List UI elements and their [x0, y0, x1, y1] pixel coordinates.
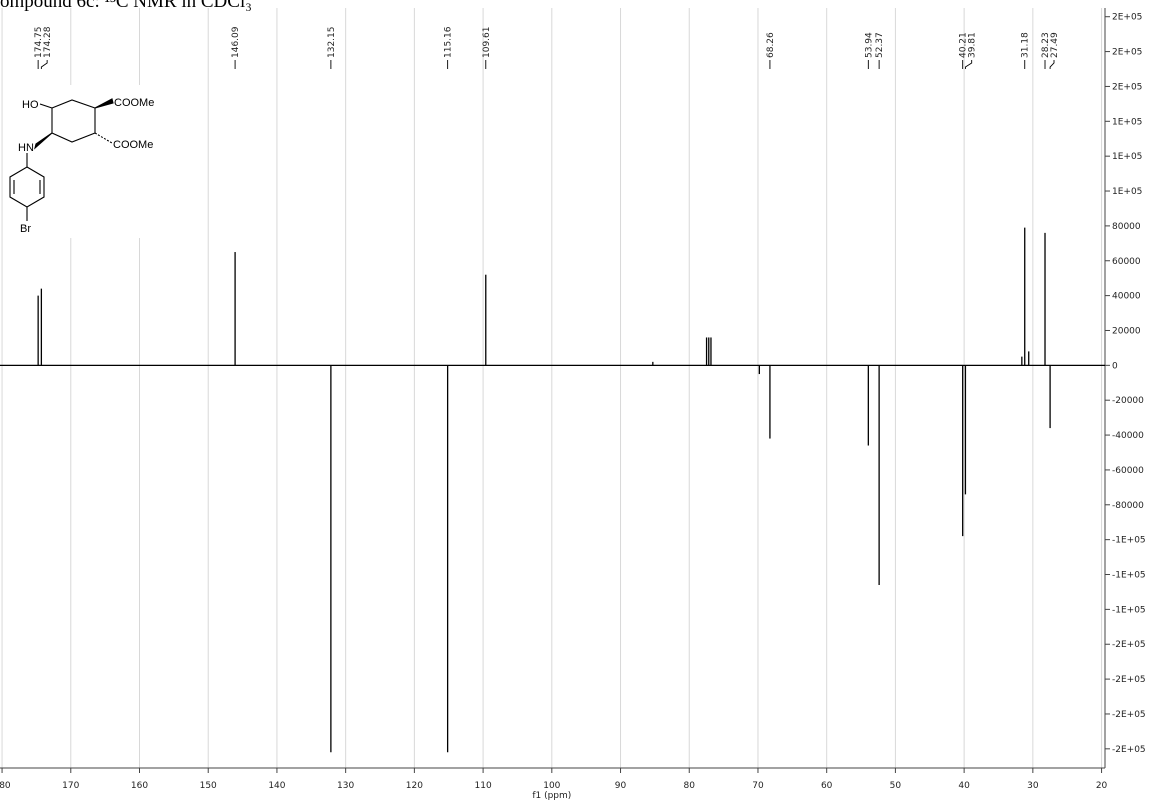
- x-tick-label: 60: [821, 781, 833, 791]
- x-tick-label: 20: [1096, 781, 1108, 791]
- y-tick-label: 80000: [1112, 222, 1141, 232]
- x-tick-label: 150: [200, 781, 217, 791]
- y-tick-label: 2E+05: [1112, 13, 1142, 23]
- peak-label: 174.75: [34, 27, 44, 59]
- y-tick-label: 1E+05: [1112, 117, 1142, 127]
- y-tick-label: 60000: [1112, 257, 1141, 267]
- peak-label: 68.26: [766, 32, 776, 58]
- x-tick-label: 80: [684, 781, 696, 791]
- peak-label: 109.61: [482, 27, 492, 58]
- peak-label-connector: [40, 60, 48, 69]
- y-tick-label: -1E+05: [1112, 571, 1146, 581]
- x-tick-label: 130: [337, 781, 354, 791]
- structure-label: COOMe: [114, 97, 154, 109]
- inset-background: [5, 85, 165, 238]
- structure-label: COOMe: [113, 139, 153, 151]
- structure-label: HN: [18, 142, 34, 154]
- x-tick-label: 70: [752, 781, 764, 791]
- peak-label: 174.28: [43, 26, 53, 58]
- peak-label: 132.15: [327, 27, 337, 59]
- y-tick-label: -40000: [1112, 431, 1144, 441]
- bond: [39, 103, 53, 109]
- y-tick-label: 40000: [1112, 292, 1141, 302]
- peak-label: 27.49: [1050, 32, 1060, 58]
- x-tick-label: 100: [543, 781, 560, 791]
- y-tick-label: 1E+05: [1112, 187, 1142, 197]
- x-tick-label: 140: [268, 781, 285, 791]
- structure-label: HO: [22, 99, 39, 111]
- y-tick-label: 2E+05: [1112, 82, 1142, 92]
- peak-label: 40.21: [959, 32, 969, 58]
- x-tick-label: 50: [890, 781, 902, 791]
- y-tick-label: 0: [1112, 361, 1118, 371]
- y-tick-label: -2E+05: [1112, 745, 1146, 755]
- x-tick-label: 120: [406, 781, 423, 791]
- y-tick-label: 2E+05: [1112, 48, 1142, 58]
- peak-label: 115.16: [444, 26, 454, 58]
- structure-label: Br: [20, 223, 31, 235]
- y-tick-label: -1E+05: [1112, 536, 1146, 546]
- peak-label: 28.23: [1041, 32, 1051, 58]
- wedge-bond: [94, 98, 114, 109]
- peak-label: 52.37: [875, 32, 885, 58]
- x-tick-label: 30: [1027, 781, 1039, 791]
- y-tick-label: -60000: [1112, 466, 1144, 476]
- y-tick-label: -20000: [1112, 396, 1144, 406]
- y-tick-label: 1E+05: [1112, 152, 1142, 162]
- y-tick-label: -2E+05: [1112, 710, 1146, 720]
- wedge-bond: [34, 132, 53, 150]
- y-tick-label: 20000: [1112, 326, 1141, 336]
- chart-title: ompound 6c: ¹³C NMR in CDCl₃: [0, 0, 252, 12]
- x-tick-label: 180: [0, 781, 11, 791]
- peak-label: 146.09: [231, 26, 241, 58]
- x-tick-label: 160: [131, 781, 148, 791]
- structure-bonds: [9, 98, 114, 221]
- x-tick-label: 170: [62, 781, 79, 791]
- x-axis-label: f1 (ppm): [532, 791, 571, 801]
- x-tick-label: 40: [958, 781, 970, 791]
- x-tick-label: 90: [615, 781, 627, 791]
- y-tick-label: -80000: [1112, 501, 1144, 511]
- peak-label: 53.94: [864, 32, 874, 58]
- peak-label-connector: [964, 60, 973, 69]
- peak-label-connector: [1049, 60, 1055, 69]
- peak-label: 39.81: [968, 32, 978, 58]
- y-tick-label: -2E+05: [1112, 675, 1146, 685]
- y-tick-label: -2E+05: [1112, 640, 1146, 650]
- x-tick-label: 110: [475, 781, 492, 791]
- peak-label: 31.18: [1021, 32, 1031, 58]
- structure-inset: HO COOMe HN COOMe Br: [5, 85, 165, 238]
- y-tick-label: -1E+05: [1112, 605, 1146, 615]
- grid: [1, 8, 1103, 768]
